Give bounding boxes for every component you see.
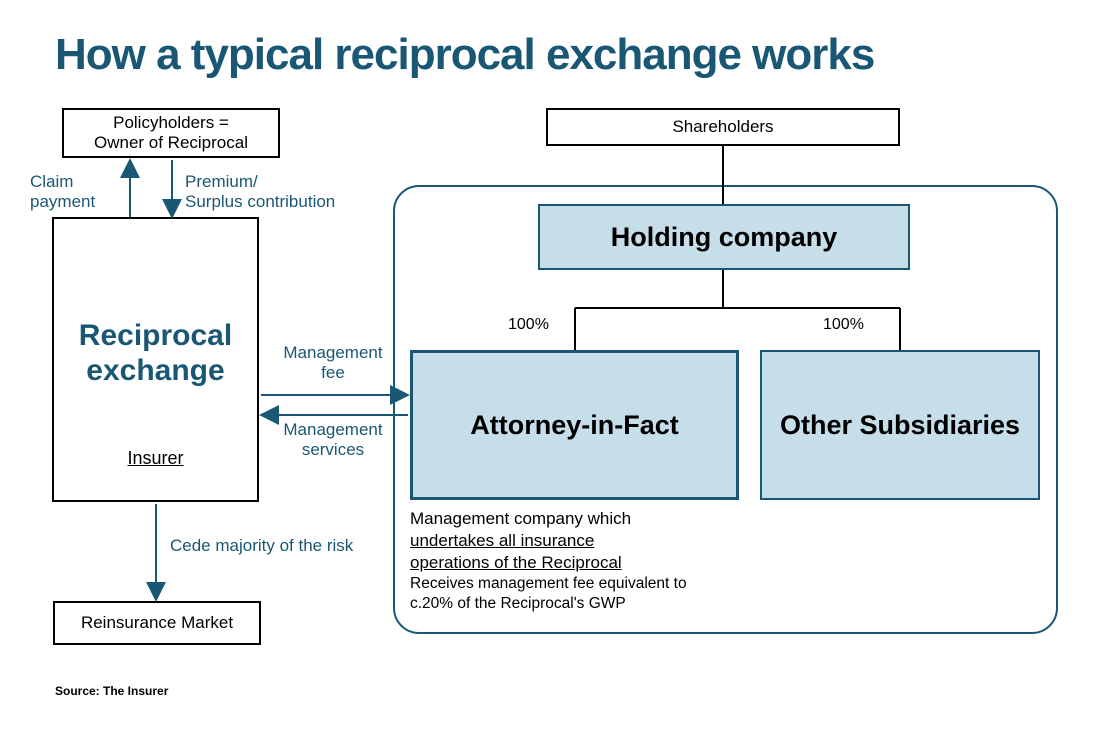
edge-mgmt-services-label: Management services [268,420,398,460]
policyholders-label-2: Owner of Reciprocal [94,133,248,153]
holding-label: Holding company [611,222,838,253]
policyholders-label-1: Policyholders = [113,113,229,133]
edge-claim-payment-label: Claim payment [30,172,95,212]
edge-cede-label: Cede majority of the risk [170,536,353,556]
node-policyholders: Policyholders = Owner of Reciprocal [62,108,280,158]
edge-premium-label: Premium/ Surplus contribution [185,172,335,212]
pct-right-label: 100% [823,316,864,334]
node-reciprocal-exchange: Reciprocal exchange Insurer [52,217,259,502]
note-line-1: Management company which [410,508,750,530]
other-label: Other Subsidiaries [780,410,1020,441]
reciprocal-insurer-label: Insurer [127,448,183,469]
pct-left-label: 100% [508,316,549,334]
note-line-5: c.20% of the Reciprocal's GWP [410,594,750,614]
node-reinsurance-market: Reinsurance Market [53,601,261,645]
node-shareholders: Shareholders [546,108,900,146]
diagram-title: How a typical reciprocal exchange works [55,30,874,80]
reciprocal-label-1: Reciprocal [79,319,232,354]
note-line-3: operations of the Reciprocal [410,552,750,574]
aif-note: Management company which undertakes all … [410,508,750,615]
reinsurance-label: Reinsurance Market [81,613,233,633]
reciprocal-label-2: exchange [86,354,224,389]
edge-mgmt-fee-label: Management fee [268,343,398,383]
aif-label: Attorney-in-Fact [470,410,679,441]
node-attorney-in-fact: Attorney-in-Fact [410,350,739,500]
note-line-2: undertakes all insurance [410,530,750,552]
node-other-subsidiaries: Other Subsidiaries [760,350,1040,500]
source-label: Source: The Insurer [55,684,168,698]
shareholders-label: Shareholders [672,117,773,137]
node-holding-company: Holding company [538,204,910,270]
note-line-4: Receives management fee equivalent to [410,574,750,594]
